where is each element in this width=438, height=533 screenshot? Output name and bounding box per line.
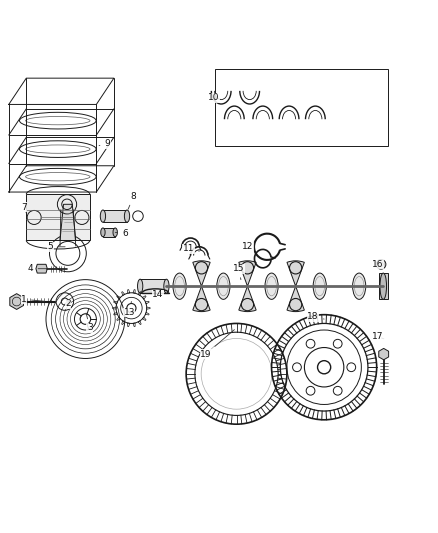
Polygon shape <box>10 294 24 310</box>
Polygon shape <box>103 210 127 222</box>
Polygon shape <box>103 228 115 237</box>
Text: 15: 15 <box>233 264 244 280</box>
Polygon shape <box>379 349 389 360</box>
Text: 7: 7 <box>21 203 27 213</box>
Ellipse shape <box>265 273 278 300</box>
Text: 12: 12 <box>242 243 254 251</box>
Polygon shape <box>26 194 90 240</box>
Wedge shape <box>193 261 210 286</box>
Ellipse shape <box>124 210 130 222</box>
Ellipse shape <box>164 279 169 293</box>
Ellipse shape <box>113 228 117 237</box>
Ellipse shape <box>100 210 106 222</box>
Ellipse shape <box>217 273 230 300</box>
Circle shape <box>376 260 386 269</box>
Polygon shape <box>60 204 76 240</box>
Text: 17: 17 <box>372 332 384 341</box>
Wedge shape <box>193 286 210 312</box>
Bar <box>215 69 388 146</box>
Polygon shape <box>36 264 47 273</box>
Text: 19: 19 <box>200 329 234 359</box>
Wedge shape <box>239 261 256 286</box>
Polygon shape <box>140 279 166 293</box>
Text: 10: 10 <box>208 93 221 102</box>
Text: 6: 6 <box>115 229 128 238</box>
Text: 4: 4 <box>28 264 59 273</box>
Text: 14: 14 <box>152 290 163 300</box>
Text: 11: 11 <box>183 245 199 254</box>
Text: 18: 18 <box>307 312 324 321</box>
Wedge shape <box>239 286 256 312</box>
Text: 13: 13 <box>124 302 135 317</box>
Ellipse shape <box>138 279 143 293</box>
Wedge shape <box>287 261 304 286</box>
Text: 1: 1 <box>21 295 45 304</box>
Ellipse shape <box>353 273 366 300</box>
Polygon shape <box>379 273 388 300</box>
Text: 2: 2 <box>65 299 71 308</box>
Text: 5: 5 <box>47 243 65 251</box>
Wedge shape <box>287 286 304 312</box>
Text: 16: 16 <box>372 260 383 269</box>
Ellipse shape <box>313 273 326 300</box>
Text: 8: 8 <box>128 192 137 209</box>
Text: 3: 3 <box>86 313 93 332</box>
Ellipse shape <box>101 228 105 237</box>
Text: 9: 9 <box>99 139 110 148</box>
Ellipse shape <box>380 273 387 300</box>
Ellipse shape <box>173 273 186 300</box>
